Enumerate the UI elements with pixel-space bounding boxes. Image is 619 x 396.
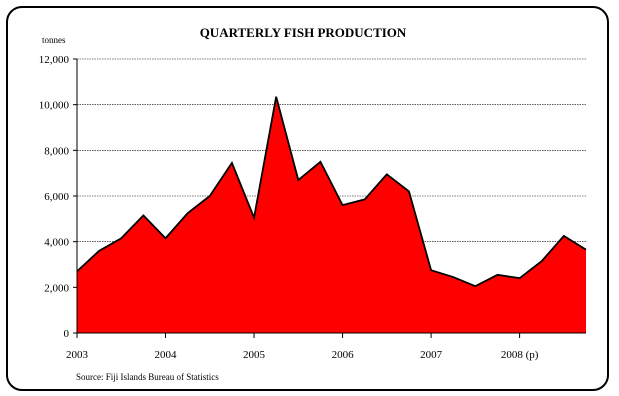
axes bbox=[73, 58, 609, 338]
y-tick-label-2: 4,000 bbox=[44, 237, 69, 249]
y-tick-label-0: 0 bbox=[64, 328, 70, 340]
y-tick-labels: 0 2,000 4,000 6,000 8,000 10,000 12,000 bbox=[39, 54, 70, 340]
area-fill bbox=[77, 96, 586, 333]
x-tick-label-1: 2004 bbox=[155, 349, 178, 361]
x-tick-label-0: 2003 bbox=[66, 349, 89, 361]
x-tick-label-4: 2007 bbox=[420, 349, 443, 361]
y-tick-label-4: 8,000 bbox=[44, 145, 69, 157]
y-tick-label-3: 6,000 bbox=[44, 191, 69, 203]
area-outline bbox=[76, 96, 587, 288]
y-tick-label-5: 10,000 bbox=[39, 100, 70, 112]
x-tick-label-5: 2008 (p) bbox=[501, 349, 539, 361]
y-axis-unit-label: tonnes bbox=[42, 35, 66, 45]
x-tick-label-3: 2006 bbox=[332, 349, 355, 361]
y-tick-label-1: 2,000 bbox=[44, 282, 69, 294]
x-tick-label-2: 2005 bbox=[243, 349, 266, 361]
x-tick-labels: 2003 2004 2005 2006 2007 2008 (p) bbox=[66, 349, 539, 361]
source-note: Source: Fiji Islands Bureau of Statistic… bbox=[76, 372, 219, 382]
area-series bbox=[76, 96, 587, 333]
y-tick-label-6: 12,000 bbox=[39, 54, 70, 66]
chart-title: QUARTERLY FISH PRODUCTION bbox=[200, 25, 407, 40]
